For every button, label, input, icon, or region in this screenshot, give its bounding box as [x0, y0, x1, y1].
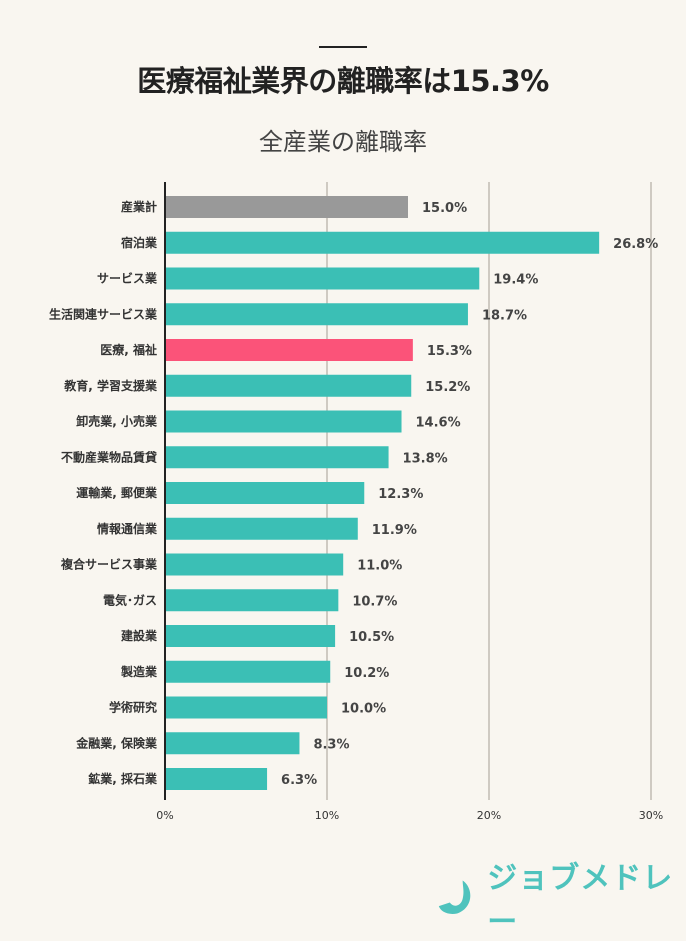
category-label: 不動産業物品賃貸: [61, 449, 157, 464]
bar: [165, 339, 413, 361]
bar: [165, 553, 344, 576]
x-tick-label: 10%: [315, 809, 339, 822]
category-label: 製造業: [120, 664, 158, 679]
data-label: 12.3%: [378, 487, 423, 502]
category-label: サービス業: [97, 271, 158, 286]
bar: [165, 410, 402, 433]
data-label: 18.7%: [482, 308, 527, 323]
bar: [165, 589, 339, 612]
category-label: 生活関連サービス業: [49, 306, 158, 321]
data-label: 15.2%: [425, 380, 470, 395]
bar: [165, 231, 600, 254]
bar: [165, 267, 480, 290]
bar-chart: 0% 10% 20% 30% 産業計 15.0% 宿泊業 26.8% サービス業 19.4% 生活関…: [49, 182, 663, 822]
chart-title: 全産業の離職率: [259, 128, 427, 156]
category-label: 鉱業, 採石業: [88, 771, 158, 786]
category-label: 複合サービス事業: [60, 557, 158, 572]
category-label: 情報通信業: [97, 521, 158, 536]
jobmedley-logo: ジョブメドレー: [437, 853, 686, 941]
bar: [165, 446, 389, 469]
data-label: 11.0%: [357, 559, 402, 574]
data-label: 6.3%: [281, 773, 317, 788]
category-label: 宿泊業: [121, 235, 158, 250]
bar: [165, 696, 327, 719]
data-label: 10.0%: [341, 702, 386, 717]
category-label: 医療, 福祉: [100, 342, 157, 357]
data-label: 26.8%: [613, 237, 658, 252]
data-label: 14.6%: [416, 416, 461, 431]
bar: [165, 482, 365, 504]
data-label: 11.9%: [372, 523, 417, 538]
x-tick-label: 30%: [639, 809, 663, 822]
logo-mark-icon: [438, 880, 471, 914]
data-label: 15.0%: [422, 201, 467, 216]
bar: [165, 374, 412, 397]
data-label: 10.2%: [344, 666, 389, 681]
x-tick-label: 20%: [477, 809, 501, 822]
bar: [165, 660, 331, 683]
page-title: 医療福祉業界の離職率は15.3%: [137, 64, 549, 98]
data-label: 10.5%: [349, 630, 394, 645]
bar: [165, 196, 408, 218]
bar: [165, 303, 468, 326]
category-label: 電気･ガス: [103, 592, 157, 607]
data-label: 19.4%: [493, 273, 538, 288]
category-label: 教育, 学習支援業: [63, 378, 158, 393]
category-label: 建設業: [120, 628, 158, 643]
data-label: 10.7%: [352, 594, 397, 609]
category-label: 金融業, 保険業: [75, 735, 158, 750]
bar: [165, 517, 358, 540]
category-label: 運輸業, 郵便業: [76, 485, 158, 500]
data-label: 13.8%: [403, 451, 448, 466]
category-label: 産業計: [121, 199, 157, 214]
x-tick-label: 0%: [156, 809, 173, 822]
category-label: 学術研究: [109, 700, 157, 715]
data-label: 15.3%: [427, 344, 472, 359]
title-rule: [319, 46, 367, 48]
logo-text: ジョブメドレー: [487, 861, 674, 940]
bar: [165, 768, 268, 790]
category-label: 卸売業, 小売業: [76, 414, 158, 429]
data-label: 8.3%: [313, 737, 349, 752]
bar: [165, 625, 336, 647]
bar: [165, 732, 300, 755]
